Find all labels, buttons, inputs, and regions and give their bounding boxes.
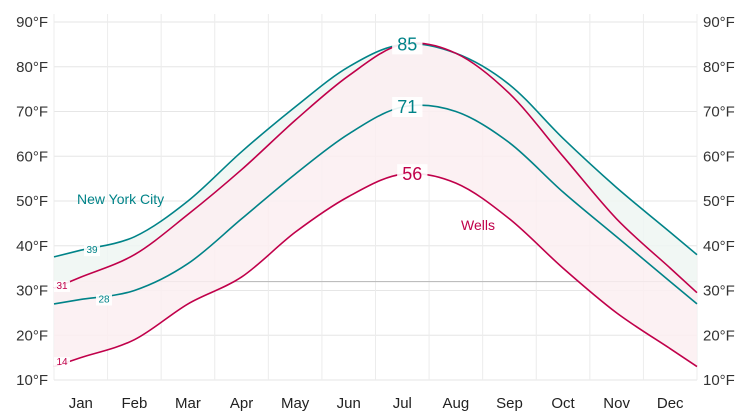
axis-layer: 10°F 10°F 20°F 20°F 30°F 30°F 40°F 40°F 50°F 50°F… (16, 14, 735, 412)
series-low-line (53, 172, 698, 368)
peak-label-bg (392, 97, 423, 118)
peak-label-bg (397, 164, 428, 185)
end-label: 14 (56, 357, 68, 368)
y-tick-label-right: 10°F (703, 372, 735, 389)
y-tick-label-left: 70°F (16, 104, 48, 121)
line-layer (53, 42, 698, 368)
y-tick-label-right: 80°F (703, 59, 735, 76)
label-layer: New York City Wells 85 71 56 39 28 31 14 (54, 34, 495, 369)
x-tick-label: Sep (496, 395, 523, 412)
y-tick-label-right: 30°F (703, 283, 735, 300)
end-label: 39 (86, 245, 98, 256)
x-tick-label: Aug (443, 395, 470, 412)
peak-label: 71 (397, 97, 417, 117)
end-label: 31 (56, 281, 68, 292)
peak-label: 85 (397, 34, 417, 54)
x-tick-label: Apr (230, 395, 253, 412)
y-tick-label-right: 20°F (703, 327, 735, 344)
series-name-label: New York City (77, 191, 164, 207)
y-tick-label-left: 40°F (16, 238, 48, 255)
x-tick-label: Dec (657, 395, 684, 412)
series-name-label: Wells (461, 217, 495, 233)
x-tick-label: Jan (69, 395, 93, 412)
x-tick-label: Jun (337, 395, 361, 412)
x-tick-label: Jul (393, 395, 412, 412)
peak-label: 56 (402, 164, 422, 184)
y-tick-label-right: 60°F (703, 148, 735, 165)
series-low-line (53, 104, 698, 305)
series-high-line (53, 42, 698, 294)
y-tick-label-left: 50°F (16, 193, 48, 210)
peak-label-bg (392, 34, 423, 55)
y-tick-label-right: 70°F (703, 104, 735, 121)
y-tick-label-left: 80°F (16, 59, 48, 76)
y-tick-label-left: 20°F (16, 327, 48, 344)
end-label-bg (96, 294, 112, 306)
x-tick-label: May (281, 395, 310, 412)
y-tick-label-left: 30°F (16, 283, 48, 300)
end-label-bg (84, 245, 100, 257)
x-tick-label: Feb (121, 395, 147, 412)
x-tick-label: Oct (551, 395, 575, 412)
series-high-line (53, 43, 698, 258)
end-label-bg (54, 281, 70, 293)
x-tick-label: Mar (175, 395, 201, 412)
end-label: 28 (98, 294, 110, 305)
y-tick-label-left: 10°F (16, 372, 48, 389)
y-tick-label-right: 90°F (703, 14, 735, 31)
y-tick-label-left: 60°F (16, 148, 48, 165)
x-tick-label: Nov (603, 395, 630, 412)
end-label-bg (54, 357, 70, 369)
y-tick-label-right: 50°F (703, 193, 735, 210)
y-tick-label-right: 40°F (703, 238, 735, 255)
y-tick-label-left: 90°F (16, 14, 48, 31)
